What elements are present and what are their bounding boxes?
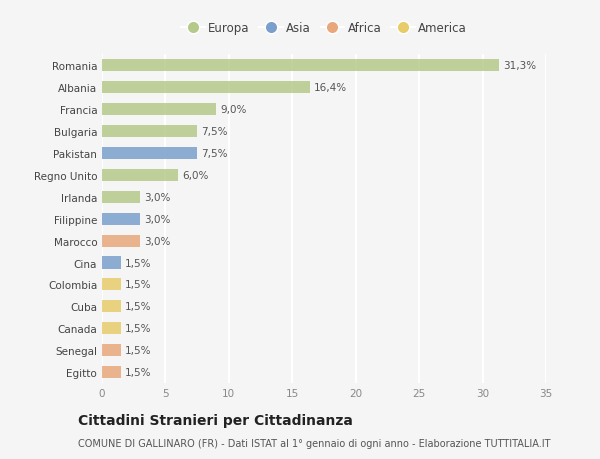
Text: Cittadini Stranieri per Cittadinanza: Cittadini Stranieri per Cittadinanza [78, 414, 353, 428]
Bar [102, 235, 140, 247]
Text: 3,0%: 3,0% [144, 236, 170, 246]
Bar [102, 191, 140, 203]
Legend: Europa, Asia, Africa, America: Europa, Asia, Africa, America [181, 22, 467, 34]
Text: 7,5%: 7,5% [201, 127, 227, 137]
Text: 1,5%: 1,5% [125, 367, 151, 377]
Text: 3,0%: 3,0% [144, 214, 170, 224]
Bar [102, 213, 140, 225]
Text: 6,0%: 6,0% [182, 170, 208, 180]
Bar [102, 301, 121, 313]
Text: 1,5%: 1,5% [125, 280, 151, 290]
Bar [102, 323, 121, 335]
Bar [102, 344, 121, 357]
Text: 1,5%: 1,5% [125, 258, 151, 268]
Text: 1,5%: 1,5% [125, 302, 151, 312]
Text: COMUNE DI GALLINARO (FR) - Dati ISTAT al 1° gennaio di ogni anno - Elaborazione : COMUNE DI GALLINARO (FR) - Dati ISTAT al… [78, 438, 551, 448]
Bar [102, 82, 310, 94]
Bar [102, 169, 178, 181]
Bar [102, 279, 121, 291]
Text: 7,5%: 7,5% [201, 149, 227, 158]
Text: 31,3%: 31,3% [503, 61, 536, 71]
Text: 1,5%: 1,5% [125, 324, 151, 334]
Bar [102, 104, 216, 116]
Bar [102, 126, 197, 138]
Bar [102, 366, 121, 378]
Text: 1,5%: 1,5% [125, 346, 151, 355]
Text: 9,0%: 9,0% [220, 105, 247, 115]
Bar [102, 257, 121, 269]
Text: 16,4%: 16,4% [314, 83, 347, 93]
Bar [102, 60, 499, 72]
Bar [102, 147, 197, 160]
Text: 3,0%: 3,0% [144, 192, 170, 202]
